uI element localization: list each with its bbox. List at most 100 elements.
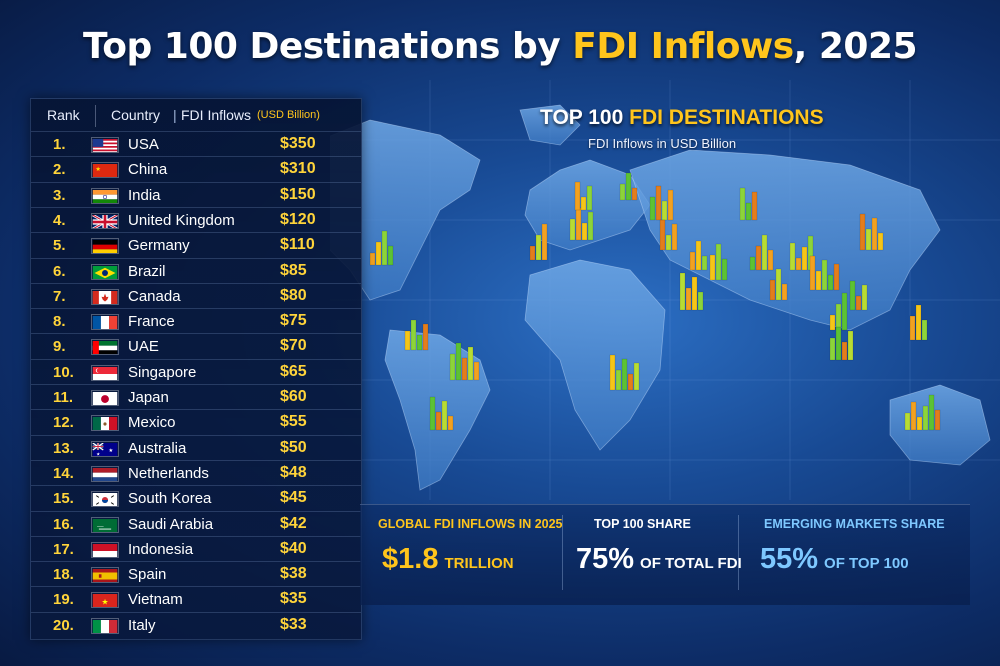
stat-global-value: $1.8 TRILLION [382, 543, 514, 576]
japan-flag-icon [91, 390, 119, 406]
row-rank: 17. [53, 540, 74, 558]
map-bar [721, 258, 728, 281]
map-bar [665, 234, 672, 251]
row-country: Netherlands [128, 464, 209, 482]
map-bar [667, 189, 674, 221]
table-row: 3. India $150 [31, 181, 361, 208]
map-bar [435, 411, 442, 431]
table-row: 8. France $75 [31, 308, 361, 334]
table-row: 18. Spain $38 [31, 561, 361, 587]
row-value: $40 [280, 539, 307, 557]
table-row: 7. Canada $80 [31, 282, 361, 309]
stat-divider [562, 515, 563, 590]
map-bar [581, 222, 588, 241]
map-bar [904, 412, 911, 431]
map-bar [829, 337, 836, 361]
map-bar [659, 219, 666, 251]
row-value: $35 [280, 590, 307, 608]
map-bar [587, 211, 594, 241]
row-country: Germany [128, 237, 190, 255]
table-row: 16. ـــــ Saudi Arabia $42 [31, 510, 361, 537]
row-rank: 12. [53, 414, 74, 432]
brazil-flag-icon [91, 263, 119, 280]
row-country: Japan [128, 389, 169, 406]
map-bar [574, 181, 581, 211]
row-rank: 5. [53, 237, 66, 255]
map-bar [580, 196, 587, 211]
row-value: $80 [280, 286, 307, 304]
map-bar [795, 257, 802, 271]
map-bar [697, 291, 704, 311]
stat-share-number: 75% [576, 543, 635, 575]
header-separator: | [173, 107, 177, 123]
row-country: Canada [128, 287, 181, 305]
map-bar [529, 245, 536, 261]
map-bar [841, 341, 848, 361]
row-value: $85 [280, 261, 307, 279]
row-rank: 20. [53, 616, 74, 634]
netherlands-flag-icon [91, 465, 119, 482]
map-bar [861, 284, 868, 311]
row-rank: 16. [53, 515, 74, 533]
map-bar [865, 228, 872, 251]
map-bar [921, 319, 928, 341]
row-country: India [128, 186, 161, 204]
page-title: Top 100 Destinations by FDI Inflows, 202… [0, 26, 1000, 67]
map-bar [815, 270, 822, 291]
germany-flag-icon [91, 238, 119, 255]
row-rank: 4. [53, 211, 66, 229]
map-bar [455, 342, 462, 381]
row-value: $42 [280, 514, 307, 532]
table-row: 20. Italy $33 [31, 611, 361, 638]
row-rank: 1. [53, 136, 66, 153]
map-bar [429, 396, 436, 431]
map-bar [928, 394, 935, 431]
stat-emerging-label: EMERGING MARKETS SHARE [764, 517, 945, 531]
stat-emerging-suffix: OF TOP 100 [824, 555, 909, 572]
row-country: Brazil [128, 262, 166, 280]
south-america-shape [384, 329, 491, 491]
row-value: $120 [280, 210, 316, 228]
map-bar [447, 415, 454, 431]
row-rank: 13. [53, 439, 74, 457]
header-fdi: FDI Inflows [181, 107, 252, 123]
map-bar [689, 251, 696, 271]
stat-global-label: GLOBAL FDI INFLOWS IN 2025 [378, 517, 563, 531]
map-bar [679, 272, 686, 311]
map-title-yellow: FDI DESTINATIONS [629, 106, 824, 129]
map-bar [789, 242, 796, 271]
map-bar [761, 234, 768, 271]
svg-text:★: ★ [96, 451, 100, 457]
row-rank: 9. [53, 338, 66, 356]
row-value: $110 [280, 236, 315, 254]
row-value: $33 [280, 615, 307, 633]
row-rank: 10. [53, 363, 74, 381]
map-bar [627, 373, 634, 391]
southkorea-flag-icon [91, 491, 119, 508]
map-bar [387, 245, 394, 266]
usa-flag-icon [91, 137, 119, 153]
map-bar [473, 361, 480, 381]
table-row: 9. UAE $70 [31, 333, 361, 359]
map-bar [916, 416, 923, 431]
mexico-flag-icon [91, 415, 119, 432]
map-bar [422, 323, 429, 351]
map-bar [461, 357, 468, 381]
map-bar [871, 217, 878, 251]
map-bar [586, 185, 593, 211]
map-bar [575, 207, 582, 241]
row-country: United Kingdom [128, 211, 235, 229]
map-title: TOP 100 FDI DESTINATIONS [540, 106, 824, 130]
row-value: $70 [280, 337, 307, 355]
stat-emerging-number: 55% [760, 543, 819, 575]
map-bar [934, 409, 941, 431]
row-country: Saudi Arabia [128, 515, 214, 533]
row-value: $48 [280, 463, 307, 481]
row-country: Australia [128, 439, 187, 457]
map-bar [709, 254, 716, 281]
row-country: France [128, 313, 175, 331]
table-row: 13. ★ ★ Australia $50 [31, 434, 361, 461]
row-rank: 2. [53, 161, 66, 179]
table-row: 11. Japan $60 [31, 384, 361, 410]
row-value: $55 [280, 413, 307, 431]
